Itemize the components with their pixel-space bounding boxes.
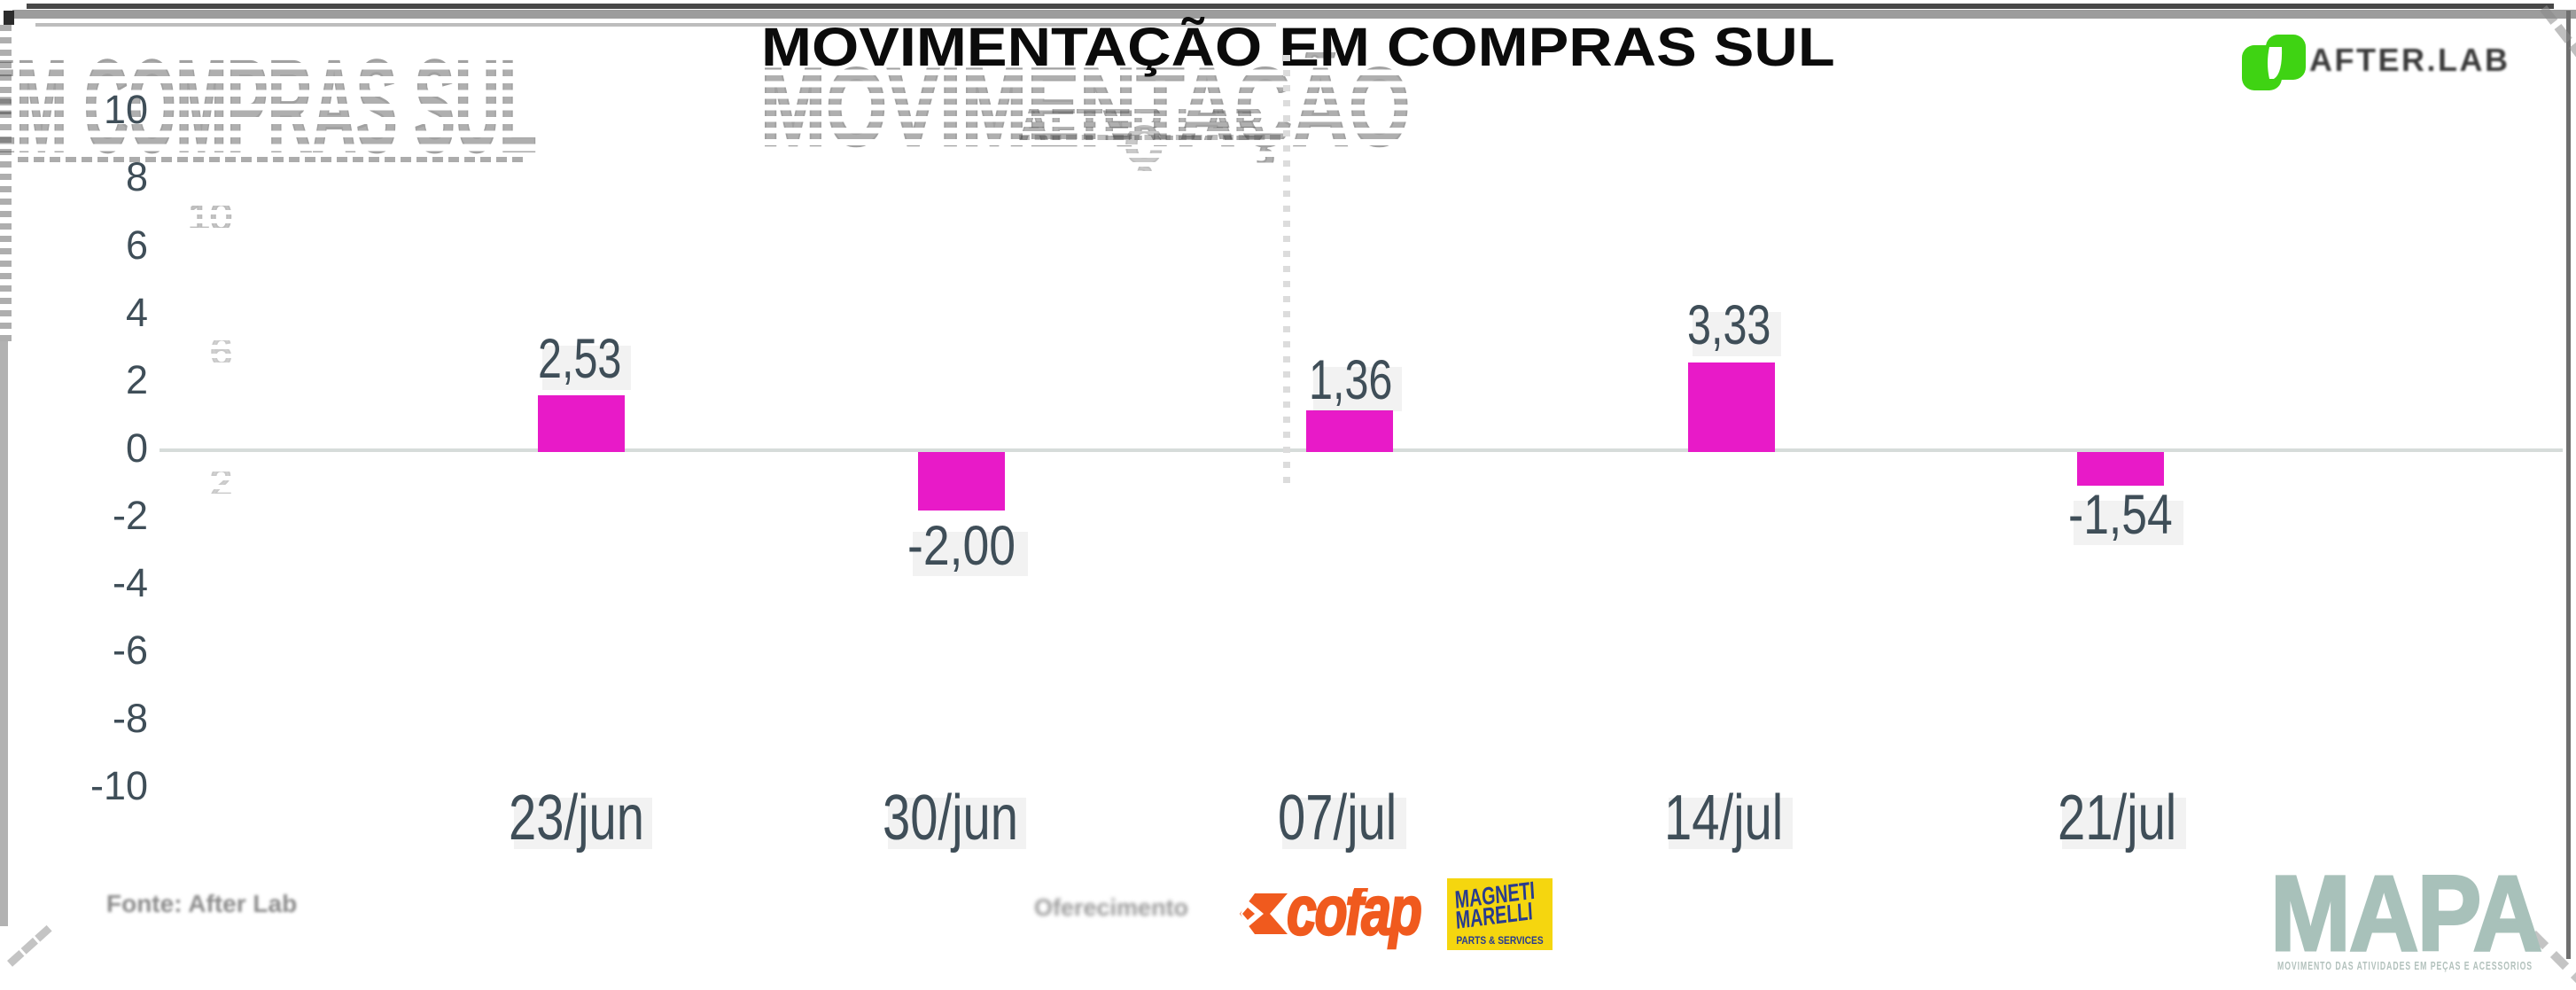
svg-text:cofap: cofap bbox=[1287, 888, 1420, 949]
